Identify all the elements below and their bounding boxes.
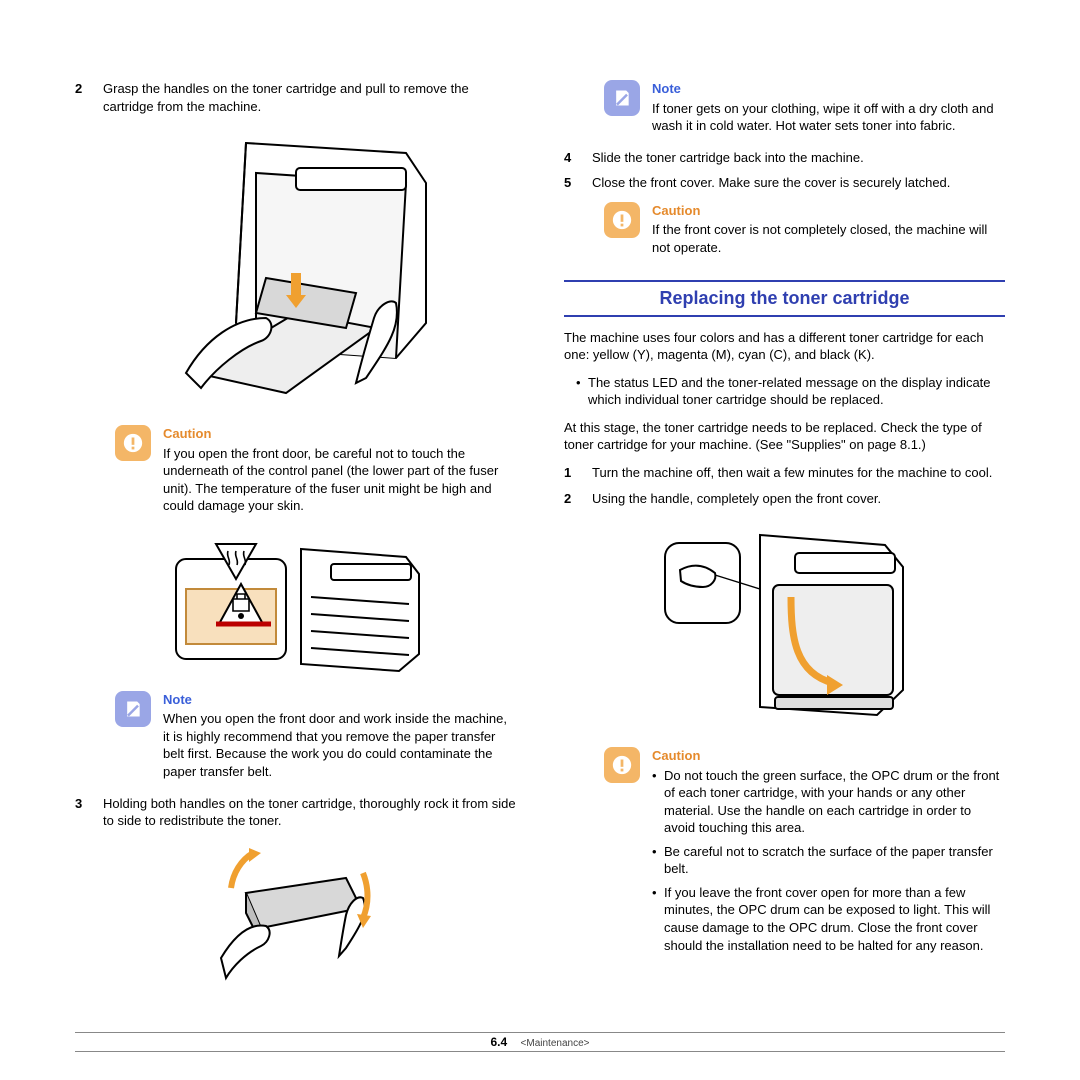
figure-remove-cartridge [75,123,516,413]
step-text: Using the handle, completely open the fr… [592,490,1005,508]
caution-title: Caution [652,747,1005,765]
caution-title: Caution [163,425,516,443]
printer-hot-warning-illustration [161,529,431,679]
caution-title: Caution [652,202,1005,220]
note-icon [115,691,151,727]
figure-open-front-cover [564,515,1005,735]
replace-step-1: 1 Turn the machine off, then wait a few … [564,464,1005,482]
section-heading: Replacing the toner cartridge [659,288,909,308]
callout-body: Caution If you open the front door, be c… [163,425,516,515]
note-callout-toner-clothing: Note If toner gets on your clothing, wip… [564,80,1005,135]
note-text: If toner gets on your clothing, wipe it … [652,100,1005,135]
note-title: Note [163,691,516,709]
figure-rock-cartridge [75,838,516,988]
open-front-cover-illustration [645,515,925,735]
page-footer: 6.4 <Maintenance> [75,1032,1005,1053]
printer-cartridge-removal-illustration [146,123,446,413]
step-2: 2 Grasp the handles on the toner cartrid… [75,80,516,115]
step-number: 4 [564,149,578,167]
callout-body: Note When you open the front door and wo… [163,691,516,781]
page-number: 6.4 [491,1035,508,1049]
replace-step-2: 2 Using the handle, completely open the … [564,490,1005,508]
note-callout-transfer-belt: Note When you open the front door and wo… [75,691,516,781]
caution-icon [604,202,640,238]
step-number: 1 [564,464,578,482]
rock-cartridge-illustration [191,838,401,988]
bullet-item: If you leave the front cover open for mo… [652,884,1005,954]
bullet-item: The status LED and the toner-related mes… [576,374,1005,409]
right-column: Note If toner gets on your clothing, wip… [564,80,1005,1000]
step-text: Grasp the handles on the toner cartridge… [103,80,516,115]
caution-icon [604,747,640,783]
step-text: Slide the toner cartridge back into the … [592,149,1005,167]
caution-icon [115,425,151,461]
caution-callout-cover: Caution If the front cover is not comple… [564,202,1005,257]
caution-callout-opc: Caution Do not touch the green surface, … [564,747,1005,964]
intro-bullets: The status LED and the toner-related mes… [564,374,1005,409]
step-number: 2 [75,80,89,115]
callout-body: Note If toner gets on your clothing, wip… [652,80,1005,135]
caution-bullets: Do not touch the green surface, the OPC … [652,767,1005,954]
caution-callout-fuser: Caution If you open the front door, be c… [75,425,516,515]
step-5: 5 Close the front cover. Make sure the c… [564,174,1005,192]
caution-text: If the front cover is not completely clo… [652,221,1005,256]
step-4: 4 Slide the toner cartridge back into th… [564,149,1005,167]
chapter-label: <Maintenance> [521,1038,590,1049]
caution-text: If you open the front door, be careful n… [163,445,516,515]
step-number: 5 [564,174,578,192]
intro-paragraph: The machine uses four colors and has a d… [564,329,1005,364]
figure-hot-surface-warning [75,529,516,679]
note-title: Note [652,80,1005,98]
callout-body: Caution Do not touch the green surface, … [652,747,1005,964]
step-text: Close the front cover. Make sure the cov… [592,174,1005,192]
bullet-item: Do not touch the green surface, the OPC … [652,767,1005,837]
step-text: Turn the machine off, then wait a few mi… [592,464,1005,482]
intro-paragraph-2: At this stage, the toner cartridge needs… [564,419,1005,454]
step-number: 2 [564,490,578,508]
section-heading-wrap: Replacing the toner cartridge [564,280,1005,316]
note-icon [604,80,640,116]
note-text: When you open the front door and work in… [163,710,516,780]
callout-body: Caution If the front cover is not comple… [652,202,1005,257]
step-number: 3 [75,795,89,830]
bullet-item: Be careful not to scratch the surface of… [652,843,1005,878]
left-column: 2 Grasp the handles on the toner cartrid… [75,80,516,1000]
step-text: Holding both handles on the toner cartri… [103,795,516,830]
two-column-layout: 2 Grasp the handles on the toner cartrid… [75,80,1005,1000]
step-3: 3 Holding both handles on the toner cart… [75,795,516,830]
